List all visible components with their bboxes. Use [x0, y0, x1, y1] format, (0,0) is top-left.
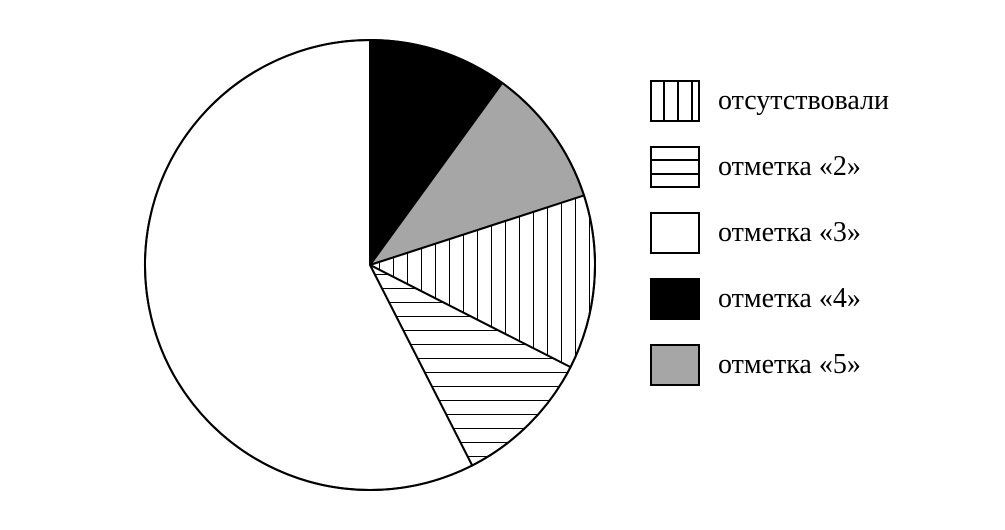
legend: отсутствовали отметка «2» отметка «3» от…: [650, 80, 889, 386]
legend-item: отметка «3»: [650, 212, 889, 254]
legend-swatch: [650, 212, 700, 254]
legend-item: отсутствовали: [650, 80, 889, 122]
legend-swatch: [650, 278, 700, 320]
legend-label: отметка «5»: [718, 349, 861, 381]
legend-label: отметка «4»: [718, 283, 861, 315]
legend-swatch: [650, 344, 700, 386]
chart-stage: отсутствовали отметка «2» отметка «3» от…: [0, 0, 1005, 530]
legend-label: отметка «3»: [718, 217, 861, 249]
legend-item: отметка «5»: [650, 344, 889, 386]
legend-label: отметка «2»: [718, 151, 861, 183]
legend-label: отсутствовали: [718, 85, 889, 117]
legend-item: отметка «2»: [650, 146, 889, 188]
pie-chart: [141, 36, 599, 494]
legend-swatch: [650, 80, 700, 122]
legend-item: отметка «4»: [650, 278, 889, 320]
legend-swatch: [650, 146, 700, 188]
